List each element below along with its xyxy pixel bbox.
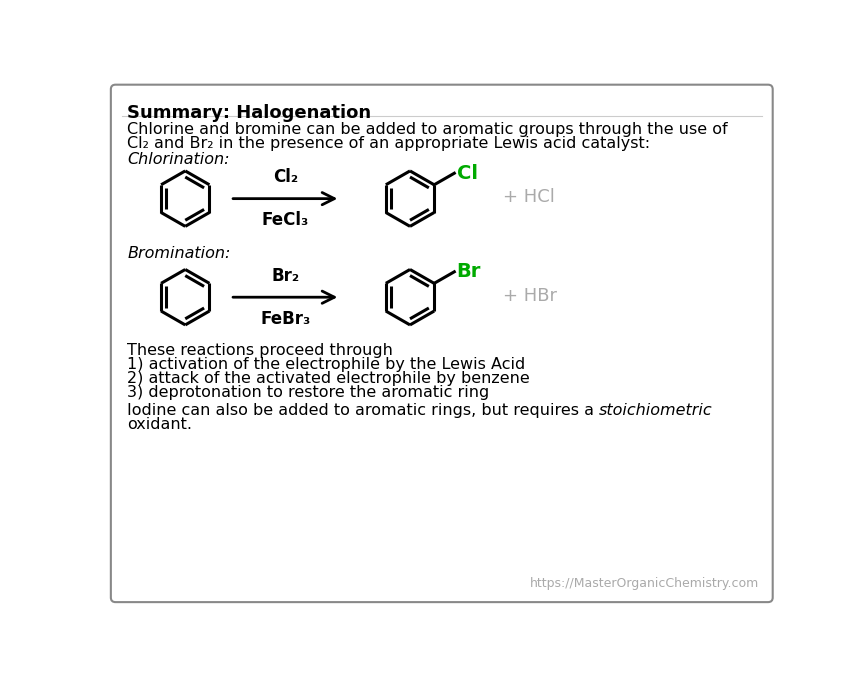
Text: Cl₂: Cl₂ <box>272 169 297 186</box>
Text: Br₂: Br₂ <box>271 267 299 285</box>
Text: Br: Br <box>456 262 480 282</box>
Text: Cl₂ and Br₂ in the presence of an appropriate Lewis acid catalyst:: Cl₂ and Br₂ in the presence of an approp… <box>127 136 649 151</box>
Text: oxidant.: oxidant. <box>127 418 192 432</box>
Text: Bromination:: Bromination: <box>127 245 230 260</box>
Text: 3) deprotonation to restore the aromatic ring: 3) deprotonation to restore the aromatic… <box>127 385 489 400</box>
Text: stoichiometric: stoichiometric <box>598 403 712 418</box>
Text: Summary: Halogenation: Summary: Halogenation <box>127 104 371 122</box>
Text: Chlorination:: Chlorination: <box>127 152 229 167</box>
Text: https://MasterOrganicChemistry.com: https://MasterOrganicChemistry.com <box>529 577 758 590</box>
Text: + HBr: + HBr <box>503 287 556 305</box>
Text: These reactions proceed through: These reactions proceed through <box>127 343 393 358</box>
Text: Cl: Cl <box>456 164 477 183</box>
FancyBboxPatch shape <box>111 85 771 602</box>
Text: Chlorine and bromine can be added to aromatic groups through the use of: Chlorine and bromine can be added to aro… <box>127 122 727 137</box>
Text: + HCl: + HCl <box>503 188 554 206</box>
Text: FeBr₃: FeBr₃ <box>260 309 310 328</box>
Text: Iodine can also be added to aromatic rings, but requires a: Iodine can also be added to aromatic rin… <box>127 403 598 418</box>
Text: 1) activation of the electrophile by the Lewis Acid: 1) activation of the electrophile by the… <box>127 357 524 372</box>
Text: FeCl₃: FeCl₃ <box>261 211 308 229</box>
Text: 2) attack of the activated electrophile by benzene: 2) attack of the activated electrophile … <box>127 371 530 386</box>
